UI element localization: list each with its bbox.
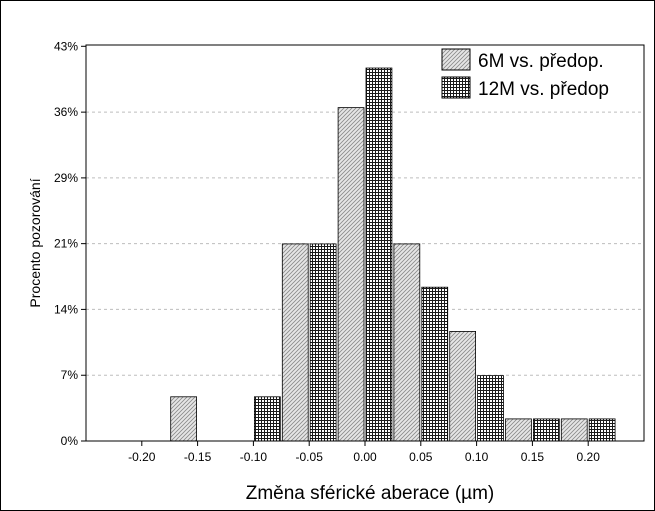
- y-tick-label: 14%: [54, 302, 78, 316]
- bar-series-1-bin-8: [588, 418, 616, 442]
- bar-series-0-bin-1: [170, 396, 197, 442]
- bar-series-1-bin-3: [309, 243, 337, 442]
- bar-series-1-bin-5: [421, 286, 449, 442]
- legend-swatch-12m: [441, 76, 471, 99]
- x-tick-label: -0.15: [184, 450, 212, 464]
- y-axis-label: Procento pozorování: [27, 178, 43, 307]
- y-tick-label: 21%: [54, 237, 78, 251]
- x-tick-label: -0.20: [128, 450, 156, 464]
- x-tick-label: -0.10: [240, 450, 268, 464]
- x-tick-label: 0.20: [577, 450, 601, 464]
- y-tick-label: 29%: [54, 171, 78, 185]
- x-tick-label: 0.00: [353, 450, 377, 464]
- bar-series-0-bin-6: [449, 331, 477, 442]
- x-tick-label: -0.05: [296, 450, 324, 464]
- bar-series-1-bin-2: [253, 396, 281, 442]
- legend-label-12m: 12M vs. předop: [478, 79, 609, 100]
- bars: [170, 67, 616, 442]
- y-tick-label: 7%: [61, 368, 79, 382]
- bar-series-0-bin-3: [281, 243, 309, 442]
- legend-label-6m: 6M vs. předop.: [478, 51, 604, 72]
- bar-series-1-bin-4: [365, 67, 393, 442]
- bar-series-0-bin-8: [560, 418, 588, 442]
- bar-series-1-bin-6: [477, 375, 504, 442]
- y-axis: 0% 7% 14% 21% 29% 36% 43%: [54, 39, 86, 448]
- y-tick-label: 0%: [61, 434, 79, 448]
- x-tick-label: 0.05: [409, 450, 433, 464]
- legend: 6M vs. předop. 12M vs. předop: [441, 48, 609, 100]
- x-tick-label: 0.15: [521, 450, 545, 464]
- y-tick-label: 36%: [54, 105, 78, 119]
- bar-series-0-bin-7: [505, 418, 532, 442]
- x-axis: -0.20 -0.15 -0.10 -0.05 0.00 0.05 0.10 0.15 0.20: [128, 441, 600, 464]
- plot-area: [85, 44, 645, 442]
- x-axis-label: Změna sférické aberace (µm): [246, 483, 495, 504]
- y-tick-label: 43%: [54, 39, 78, 53]
- x-tick-label: 0.10: [465, 450, 489, 464]
- gridlines: [86, 111, 644, 376]
- bar-series-0-bin-5: [393, 243, 421, 442]
- bar-series-1-bin-7: [533, 418, 560, 442]
- bar-series-0-bin-4: [337, 107, 365, 442]
- legend-swatch-6m: [441, 48, 471, 71]
